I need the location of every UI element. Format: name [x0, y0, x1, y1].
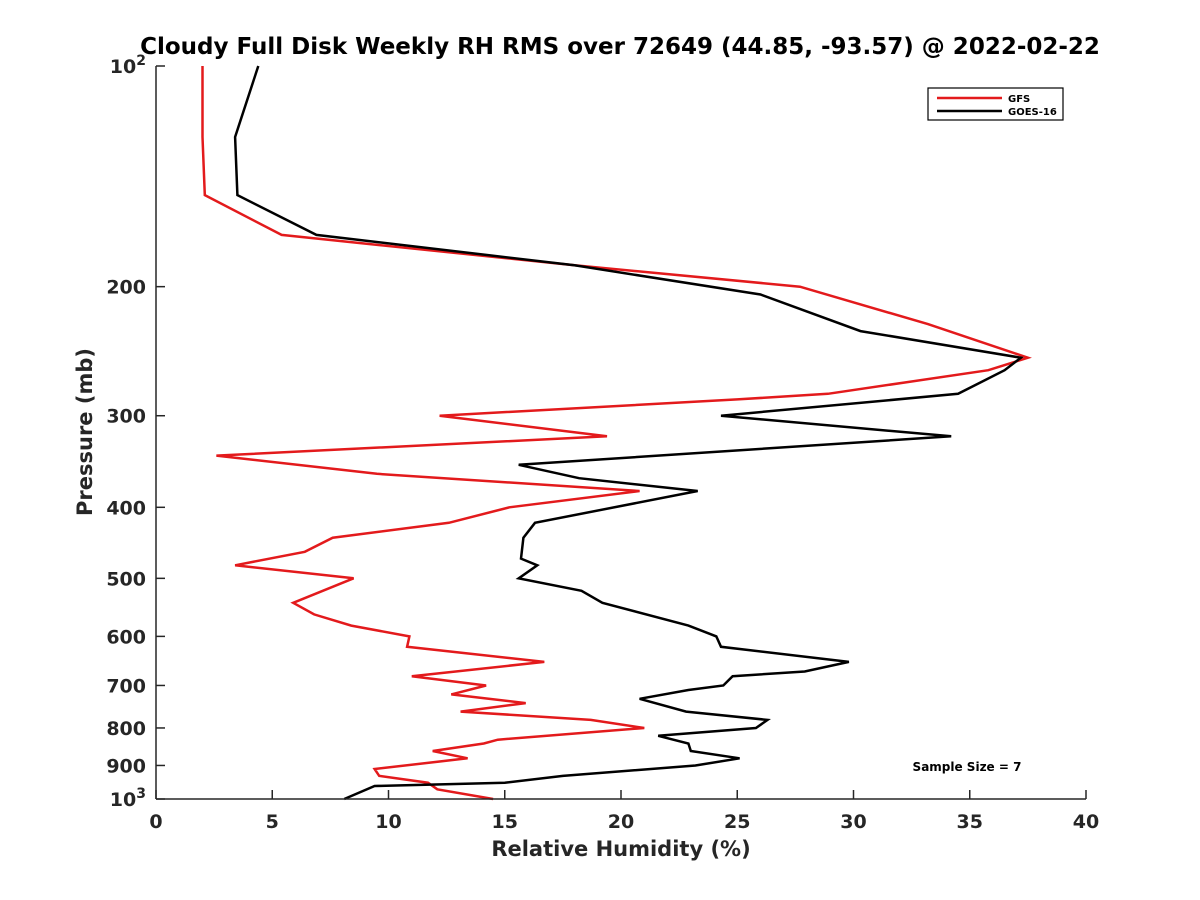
x-axis-title: Relative Humidity (%)	[491, 837, 750, 861]
x-tick-label: 20	[608, 811, 634, 833]
series-line-gfs	[201, 66, 1032, 801]
x-tick-label: 0	[149, 811, 162, 833]
y-tick-label: 400	[106, 497, 146, 519]
legend-label-goes-16: GOES-16	[1008, 107, 1057, 118]
x-tick-label: 35	[957, 811, 983, 833]
y-tick-label: 300	[106, 406, 146, 428]
x-tick-label: 15	[492, 811, 518, 833]
y-axis-title: Pressure (mb)	[73, 348, 97, 516]
x-tick-label: 25	[724, 811, 750, 833]
sample-size-annotation: Sample Size = 7	[913, 760, 1022, 774]
y-tick-label: 600	[106, 626, 146, 648]
x-ticks: 0 5 10 15 20 25 30 35 40	[149, 790, 1099, 833]
legend-box	[927, 87, 1064, 121]
x-tick-label: 40	[1073, 811, 1099, 833]
series-line-goes-16	[233, 65, 1024, 801]
x-tick-label: 10	[375, 811, 401, 833]
y-tick-label: 700	[106, 675, 146, 697]
y-tick-label: 200	[106, 277, 146, 299]
y-tick-label: 900	[106, 755, 146, 777]
y-tick-label: 800	[106, 718, 146, 740]
y-tick-label: 500	[106, 568, 146, 590]
series-layer	[201, 65, 1032, 801]
legend: GFS GOES-16	[927, 87, 1064, 121]
x-tick-label: 5	[266, 811, 279, 833]
plot-area	[156, 66, 1086, 799]
chart-title: Cloudy Full Disk Weekly RH RMS over 7264…	[140, 34, 1100, 60]
legend-label-gfs: GFS	[1008, 94, 1030, 105]
x-tick-label: 30	[840, 811, 866, 833]
